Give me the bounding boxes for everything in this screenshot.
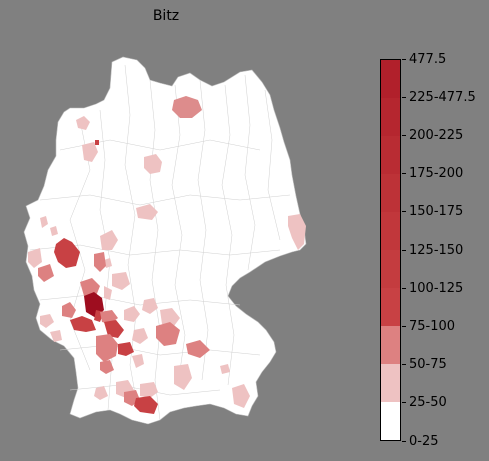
legend-tick-mark	[402, 325, 406, 327]
legend-tick-label: 225-477.5	[409, 89, 476, 105]
legend-tick-mark	[402, 134, 406, 136]
legend-swatch	[381, 288, 400, 326]
legend-tick-label: 0-25	[409, 433, 439, 449]
legend-tick-mark	[402, 440, 406, 442]
legend-tick-mark	[402, 211, 406, 213]
legend-tick-label: 50-75	[409, 357, 447, 373]
color-scale-labels: 0-25 25-50 50-75 75-100 100-125 125-150 150-17…	[402, 53, 489, 448]
legend-tick-label: 125-150	[409, 242, 464, 258]
legend-swatch	[381, 212, 400, 250]
map-title: Bitz	[152, 8, 180, 24]
legend-tick-mark	[402, 287, 406, 289]
legend-tick-label: 75-100	[409, 318, 456, 334]
legend-swatch	[381, 60, 400, 98]
legend-tick-mark	[402, 249, 406, 251]
legend-swatch	[381, 326, 400, 364]
shaded-districts	[28, 96, 306, 414]
legend-tick-mark	[402, 96, 406, 98]
legend-swatch	[381, 174, 400, 212]
legend-tick-label: 100-125	[409, 280, 464, 296]
legend-swatch	[381, 402, 400, 440]
legend-tick-label: 200-225	[409, 127, 464, 143]
legend-swatch	[381, 364, 400, 402]
legend-tick-mark	[402, 402, 406, 404]
color-scale-bar	[380, 59, 401, 441]
legend-swatch	[381, 250, 400, 288]
legend-tick-label: 477.5	[409, 51, 447, 67]
legend-tick-label: 175-200	[409, 166, 464, 182]
legend-tick-label: 25-50	[409, 395, 447, 411]
district-borders	[29, 64, 291, 421]
legend-swatch	[381, 98, 400, 136]
legend-tick-mark	[402, 173, 406, 175]
district-north-east	[172, 96, 202, 118]
legend-tick-mark	[402, 364, 406, 366]
legend-tick-label: 150-175	[409, 204, 464, 220]
legend-tick-mark	[402, 58, 406, 60]
legend-swatch	[381, 136, 400, 174]
